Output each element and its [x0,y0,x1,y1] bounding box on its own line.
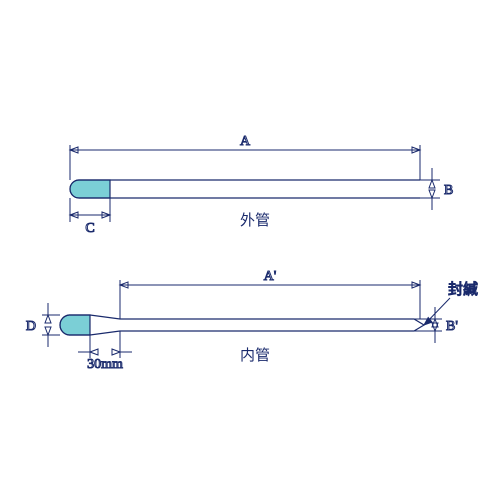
outer-tube-tip [70,180,110,198]
outer-tube-body [70,180,420,198]
inner-tube-group: A' 封緘 B' [26,269,478,372]
tube-diagram: A B C 外管 [0,0,500,500]
dim-A-label: A [240,134,251,149]
outer-tube-label: 外管 [240,212,270,229]
dim-30mm-label: 30mm [87,357,123,372]
dim-B-label: B [444,183,453,198]
dim-Aprime-label: A' [264,269,277,284]
outer-tube-group: A B C 外管 [70,134,453,236]
dim-Aprime: A' [120,269,420,319]
seal-label: 封緘 [448,281,478,298]
dim-D: D [26,303,60,347]
inner-tube-body [60,315,424,335]
dim-30mm: 30mm [78,331,132,372]
inner-tube-label: 内管 [240,347,270,364]
dim-Bprime-label: B' [446,319,458,334]
dim-C-label: C [85,221,94,236]
dim-D-label: D [26,319,36,334]
inner-tube-tip [60,315,90,335]
dim-A: A [70,134,420,180]
dim-B: B [420,168,453,210]
dim-C: C [70,198,110,236]
